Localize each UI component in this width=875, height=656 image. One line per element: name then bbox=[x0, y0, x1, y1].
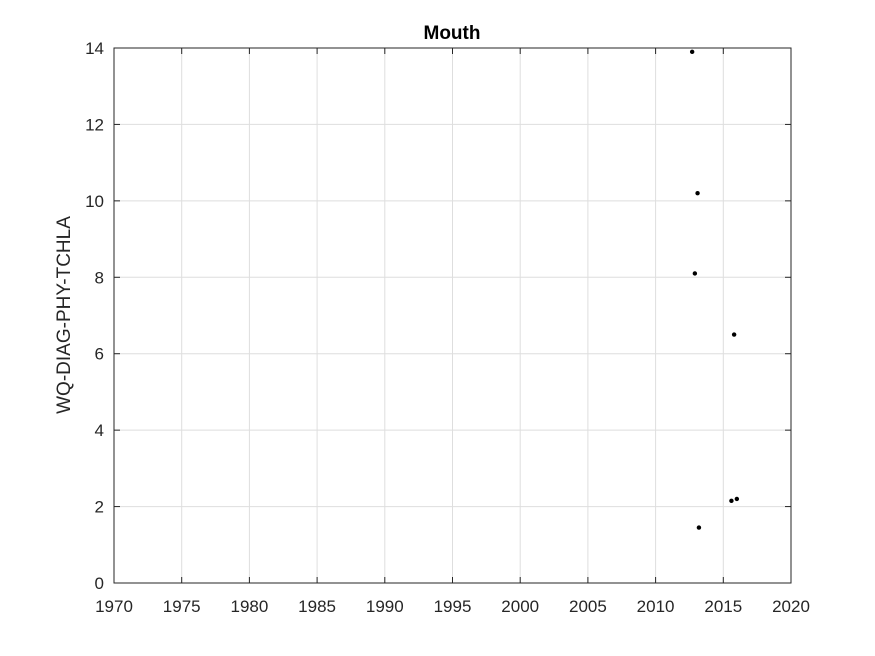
chart-title: Mouth bbox=[424, 23, 481, 44]
y-tick-label: 4 bbox=[95, 421, 104, 440]
y-tick-label: 12 bbox=[85, 115, 104, 134]
y-tick-label: 10 bbox=[85, 192, 104, 211]
x-tick-label: 1975 bbox=[163, 597, 201, 616]
x-tick-label: 2010 bbox=[637, 597, 675, 616]
y-tick-label: 6 bbox=[95, 345, 104, 364]
y-tick-label: 2 bbox=[95, 498, 104, 517]
y-tick-label: 8 bbox=[95, 268, 104, 287]
x-tick-labels: 1970 1975 1980 1985 1990 1995 2000 2005 2010 2015… bbox=[95, 597, 810, 616]
data-point bbox=[689, 49, 695, 55]
x-tick-label: 2005 bbox=[569, 597, 607, 616]
y-tick-label: 14 bbox=[85, 39, 104, 58]
x-tick-label: 1990 bbox=[366, 597, 404, 616]
y-tick-labels: 0 2 4 6 8 10 12 14 bbox=[85, 39, 104, 593]
data-point bbox=[734, 496, 740, 502]
x-tick-label: 1995 bbox=[434, 597, 472, 616]
x-tick-label: 1970 bbox=[95, 597, 133, 616]
x-tick-label: 2015 bbox=[704, 597, 742, 616]
x-tick-label: 2020 bbox=[772, 597, 810, 616]
x-tick-label: 1980 bbox=[230, 597, 268, 616]
data-point bbox=[695, 191, 700, 196]
data-points bbox=[689, 49, 740, 530]
x-tick-label: 2000 bbox=[501, 597, 539, 616]
data-point bbox=[729, 498, 734, 504]
data-point bbox=[696, 525, 702, 530]
y-tick-label: 0 bbox=[95, 574, 104, 593]
x-tick-label: 1985 bbox=[298, 597, 336, 616]
axis-ticks bbox=[113, 47, 792, 584]
y-axis-label: WQ-DIAG-PHY-TCHLA bbox=[54, 216, 75, 414]
data-point bbox=[731, 332, 737, 337]
data-point bbox=[692, 271, 698, 276]
